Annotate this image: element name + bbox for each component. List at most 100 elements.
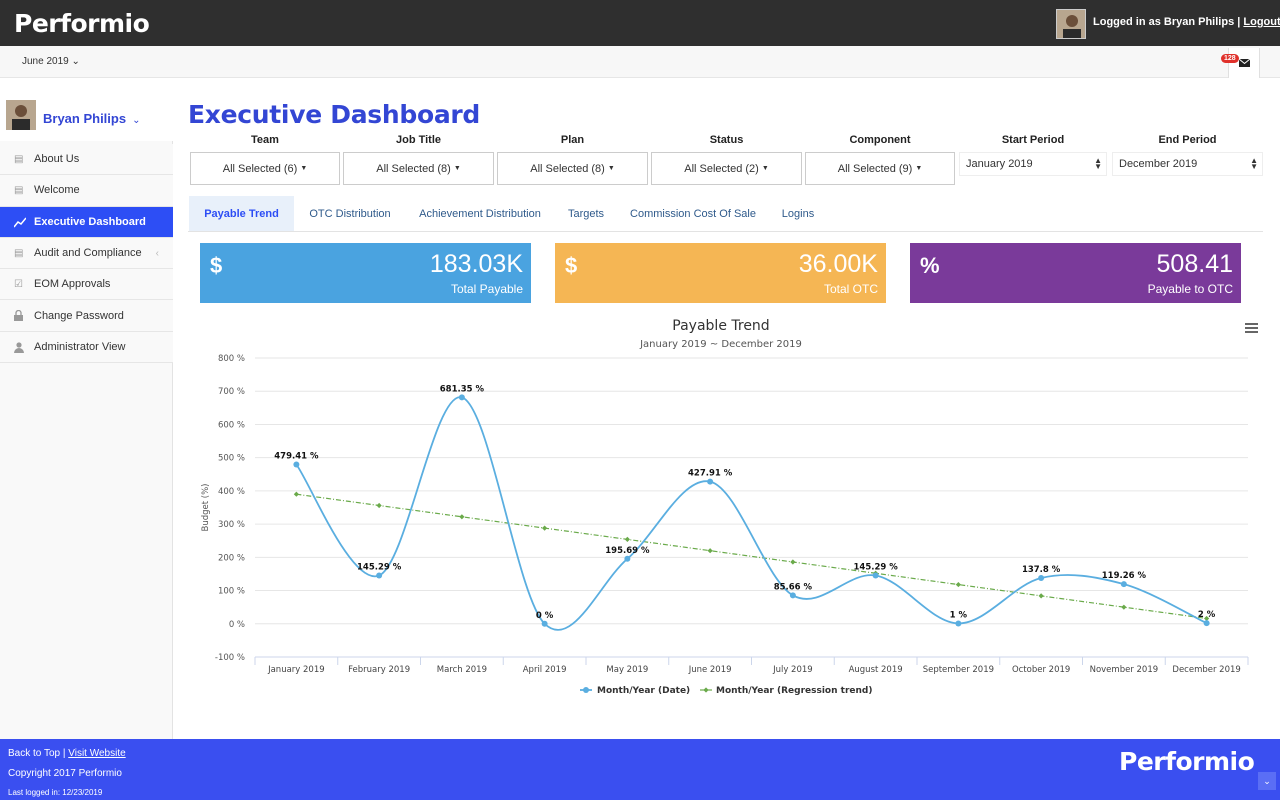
dollar-icon: $ [565, 253, 578, 278]
page-title: Executive Dashboard [188, 100, 481, 129]
regression-point [376, 502, 382, 509]
x-tick-label: February 2019 [348, 665, 410, 675]
caret-down-icon: ▼ [300, 165, 308, 172]
x-tick-label: July 2019 [772, 665, 813, 675]
team-select[interactable]: All Selected (6) ▼ [190, 152, 340, 185]
dashboard-tabs: Payable Trend OTC Distribution Achieveme… [188, 196, 1263, 232]
data-point [789, 592, 796, 599]
card-label: Payable to OTC [1147, 282, 1233, 296]
tab-targets[interactable]: Targets [567, 207, 605, 220]
sidebar-item-eom-approvals[interactable]: ☑ EOM Approvals [0, 269, 173, 301]
footer-brand-logo: Performio [1119, 747, 1255, 776]
regression-trend-line [296, 493, 1207, 620]
data-point [624, 555, 631, 562]
tab-payable-trend[interactable]: Payable Trend [189, 196, 294, 231]
x-tick-label: May 2019 [606, 665, 648, 675]
filter-label: End Period [1158, 134, 1217, 146]
hamburger-menu-icon[interactable] [1245, 323, 1258, 333]
chevron-down-icon: ⌄ [132, 115, 141, 126]
x-tick-label: January 2019 [267, 665, 325, 675]
sidebar-user-name[interactable]: Bryan Philips ⌄ [43, 111, 140, 126]
sidebar-item-change-password[interactable]: Change Password [0, 300, 173, 332]
select-value: All Selected (8) [530, 162, 605, 175]
select-value: All Selected (9) [837, 162, 913, 175]
select-value: All Selected (8) [376, 162, 451, 175]
footer: Back to Top | Visit Website Copyright 20… [0, 739, 1280, 800]
user-photo-icon [6, 100, 36, 130]
regression-point [790, 559, 796, 565]
data-label: 1 % [950, 610, 968, 620]
tab-commission-cost-of-sale[interactable]: Commission Cost Of Sale [630, 207, 756, 220]
tab-logins[interactable]: Logins [781, 207, 815, 220]
total-otc-card: $ 36.00K Total OTC [555, 243, 886, 303]
start-period-select[interactable]: January 2019 ▲ ▼ [959, 152, 1107, 176]
sidebar-item-welcome[interactable]: ▤ Welcome [0, 175, 173, 207]
sidebar-item-label: Audit and Compliance [34, 247, 142, 260]
data-label: 137.8 % [1022, 565, 1061, 575]
mail-button[interactable]: 128 [1221, 48, 1260, 78]
regression-point [624, 536, 630, 542]
sidebar-profile[interactable]: Bryan Philips ⌄ [0, 78, 173, 141]
legend-label-date: Month/Year (Date) [597, 686, 690, 696]
sidebar-item-label: Welcome [34, 184, 80, 197]
user-photo-icon [1057, 10, 1085, 38]
mail-count-badge: 128 [1221, 54, 1239, 63]
sidebar-item-audit-and-compliance[interactable]: ▤ Audit and Compliance ‹ [0, 237, 173, 270]
select-value: December 2019 [1119, 158, 1198, 170]
sidebar-item-executive-dashboard[interactable]: Executive Dashboard [0, 206, 173, 238]
scroll-top-button[interactable]: ⌄ [1258, 772, 1276, 790]
updown-arrows-icon: ▲ ▼ [1094, 156, 1102, 171]
select-value: January 2019 [966, 158, 1033, 170]
y-tick-label: 0 % [229, 620, 245, 630]
logout-link[interactable]: Logout [1243, 16, 1280, 28]
x-tick-label: December 2019 [1172, 665, 1240, 675]
plan-select[interactable]: All Selected (8) ▼ [497, 152, 648, 185]
status-select[interactable]: All Selected (2) ▼ [651, 152, 802, 185]
caret-down-icon: ▼ [453, 165, 461, 172]
x-tick-label: October 2019 [1012, 665, 1070, 675]
period-dropdown[interactable]: June 2019 ⌄ [22, 56, 80, 67]
payable-trend-line [295, 396, 1208, 631]
data-label: 119.26 % [1102, 571, 1147, 581]
data-label: 85.66 % [774, 582, 813, 592]
data-point [458, 394, 465, 401]
document-icon: ▤ [14, 247, 24, 259]
job-title-select[interactable]: All Selected (8) ▼ [343, 152, 494, 185]
back-to-top-link[interactable]: Back to Top [8, 748, 61, 759]
data-point [376, 572, 383, 579]
filter-label: Plan [560, 134, 585, 146]
sub-header: June 2019 ⌄ 128 [0, 46, 1280, 78]
percent-icon: % [920, 253, 940, 278]
data-label: 145.29 % [357, 563, 402, 573]
regression-point [1121, 604, 1127, 610]
last-logged-text: Last logged in: 12/23/2019 [8, 788, 103, 797]
y-tick-label: -100 % [215, 653, 245, 663]
dollar-icon: $ [210, 253, 223, 278]
avatar[interactable] [1056, 9, 1086, 39]
data-point [293, 461, 300, 468]
data-point [1038, 574, 1045, 581]
user-icon [14, 342, 24, 353]
x-tick-label: March 2019 [437, 665, 487, 675]
sidebar-item-administrator-view[interactable]: Administrator View [0, 331, 173, 364]
filter-label: Start Period [1001, 134, 1065, 146]
select-value: All Selected (6) [222, 162, 298, 175]
x-tick-label: April 2019 [523, 665, 567, 675]
regression-point [1204, 615, 1210, 622]
updown-arrows-icon: ▲ ▼ [1250, 156, 1258, 171]
main-content: Executive Dashboard Team All Selected (6… [173, 78, 1280, 739]
tab-achievement-distribution[interactable]: Achievement Distribution [419, 207, 541, 220]
component-select[interactable]: All Selected (9) ▼ [805, 152, 955, 185]
sidebar-item-about-us[interactable]: ▤ About Us [0, 144, 173, 176]
sidebar: Bryan Philips ⌄ ▤ About Us ▤ Welcome Exec… [0, 78, 173, 739]
avatar [6, 100, 36, 130]
tab-otc-distribution[interactable]: OTC Distribution [309, 207, 391, 220]
visit-website-link[interactable]: Visit Website [68, 748, 126, 759]
total-payable-card: $ 183.03K Total Payable [200, 243, 531, 303]
end-period-select[interactable]: December 2019 ▲ ▼ [1112, 152, 1263, 176]
data-label: 145.29 % [853, 563, 898, 573]
lock-icon [14, 310, 24, 322]
user-name-label: Bryan Philips [43, 111, 127, 126]
sidebar-item-label: About Us [34, 153, 80, 166]
brand-logo[interactable]: Performio [14, 9, 150, 38]
